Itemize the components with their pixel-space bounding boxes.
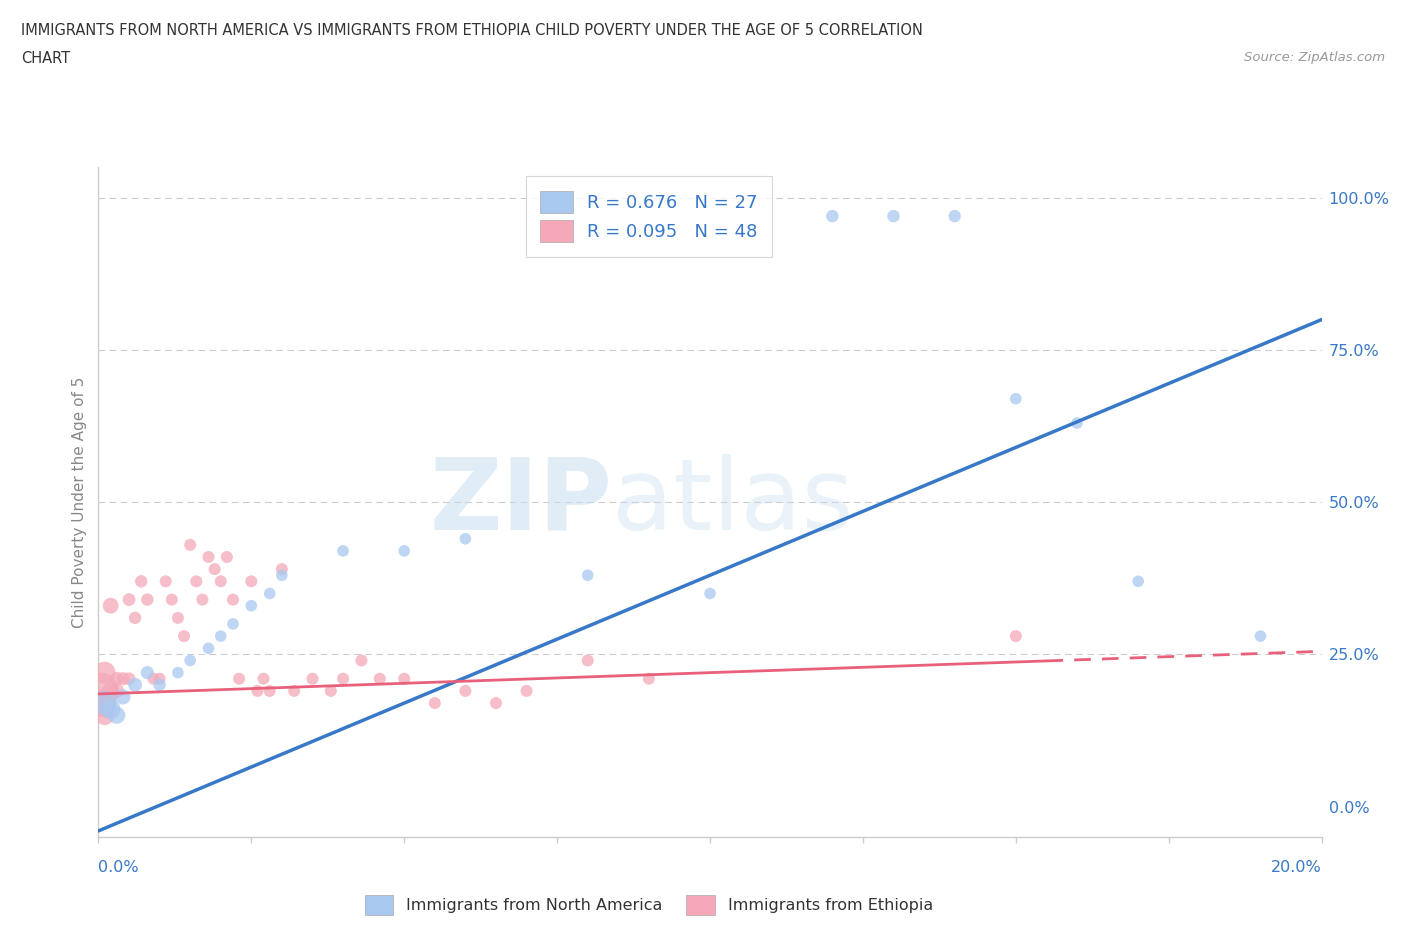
- Text: Source: ZipAtlas.com: Source: ZipAtlas.com: [1244, 51, 1385, 64]
- Point: [392, 671, 416, 686]
- Point: [1128, 574, 1150, 589]
- Point: [179, 538, 201, 552]
- Point: [228, 671, 250, 686]
- Point: [197, 550, 219, 565]
- Point: [100, 702, 122, 717]
- Point: [576, 568, 599, 583]
- Point: [111, 689, 134, 704]
- Point: [93, 708, 115, 723]
- Point: [167, 610, 190, 625]
- Point: [89, 684, 111, 698]
- Point: [240, 598, 263, 613]
- Point: [167, 665, 190, 680]
- Point: [1004, 629, 1026, 644]
- Text: ZIP: ZIP: [429, 454, 612, 551]
- Point: [222, 592, 245, 607]
- Point: [93, 696, 115, 711]
- Point: [821, 208, 844, 223]
- Point: [1249, 629, 1271, 644]
- Point: [209, 629, 232, 644]
- Point: [100, 598, 122, 613]
- Point: [149, 671, 172, 686]
- Point: [423, 696, 446, 711]
- Point: [270, 568, 292, 583]
- Point: [111, 671, 134, 686]
- Text: 0.0%: 0.0%: [98, 860, 139, 875]
- Point: [332, 543, 354, 558]
- Point: [100, 684, 122, 698]
- Point: [883, 208, 905, 223]
- Point: [240, 574, 263, 589]
- Text: CHART: CHART: [21, 51, 70, 66]
- Point: [186, 574, 208, 589]
- Point: [105, 708, 128, 723]
- Point: [516, 684, 538, 698]
- Point: [319, 684, 342, 698]
- Point: [576, 653, 599, 668]
- Point: [332, 671, 354, 686]
- Point: [252, 671, 274, 686]
- Text: 20.0%: 20.0%: [1271, 860, 1322, 875]
- Point: [124, 677, 146, 692]
- Point: [197, 641, 219, 656]
- Point: [142, 671, 165, 686]
- Point: [129, 574, 152, 589]
- Point: [259, 586, 281, 601]
- Text: IMMIGRANTS FROM NORTH AMERICA VS IMMIGRANTS FROM ETHIOPIA CHILD POVERTY UNDER TH: IMMIGRANTS FROM NORTH AMERICA VS IMMIGRA…: [21, 23, 922, 38]
- Point: [179, 653, 201, 668]
- Point: [149, 677, 172, 692]
- Point: [136, 665, 159, 680]
- Y-axis label: Child Poverty Under the Age of 5: Child Poverty Under the Age of 5: [72, 377, 87, 628]
- Point: [93, 665, 115, 680]
- Point: [270, 562, 292, 577]
- Point: [259, 684, 281, 698]
- Point: [155, 574, 177, 589]
- Point: [105, 684, 128, 698]
- Point: [454, 531, 477, 546]
- Point: [160, 592, 183, 607]
- Point: [222, 617, 245, 631]
- Point: [209, 574, 232, 589]
- Point: [215, 550, 238, 565]
- Point: [246, 684, 269, 698]
- Point: [191, 592, 214, 607]
- Point: [454, 684, 477, 698]
- Point: [637, 671, 661, 686]
- Point: [118, 671, 141, 686]
- Point: [91, 696, 114, 711]
- Point: [350, 653, 373, 668]
- Point: [1066, 416, 1088, 431]
- Point: [136, 592, 159, 607]
- Point: [204, 562, 226, 577]
- Text: atlas: atlas: [612, 454, 853, 551]
- Point: [118, 592, 141, 607]
- Point: [124, 610, 146, 625]
- Point: [699, 586, 721, 601]
- Point: [943, 208, 966, 223]
- Point: [301, 671, 323, 686]
- Point: [1004, 392, 1026, 406]
- Point: [173, 629, 195, 644]
- Legend: Immigrants from North America, Immigrants from Ethiopia: Immigrants from North America, Immigrant…: [357, 887, 941, 923]
- Point: [368, 671, 391, 686]
- Point: [485, 696, 508, 711]
- Point: [392, 543, 416, 558]
- Point: [105, 671, 128, 686]
- Point: [283, 684, 305, 698]
